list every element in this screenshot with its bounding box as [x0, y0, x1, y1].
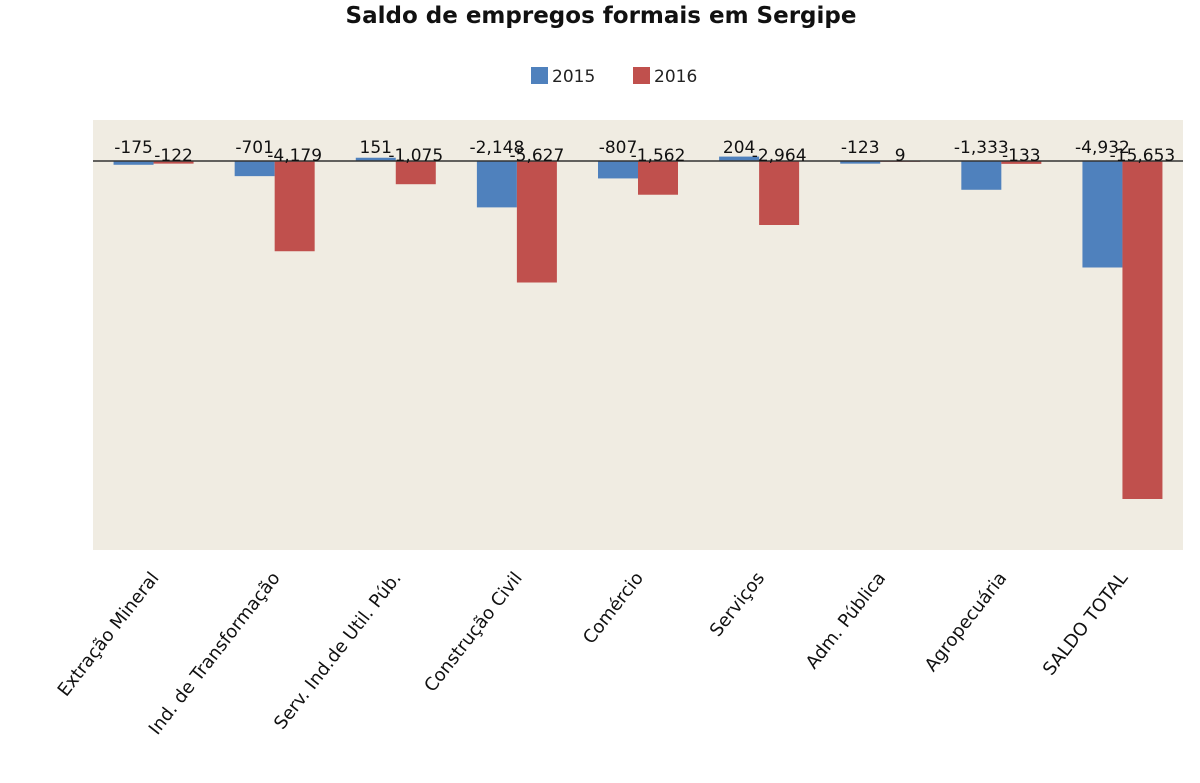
data-label-2015-6: 204: [723, 138, 755, 158]
legend-swatch-2016: [633, 67, 650, 84]
bar-2015-2: [234, 161, 275, 177]
bar-2015-1: [113, 161, 154, 165]
data-label-2015-3: 151: [360, 138, 392, 158]
bar-2016-4: [516, 161, 557, 283]
bar-2015-5: [598, 161, 638, 179]
bar-2015-4: [476, 161, 517, 208]
data-label-2016-1: -122: [154, 146, 193, 166]
bar-2016-8: [1001, 161, 1042, 164]
data-label-2016-3: -1,075: [388, 146, 443, 166]
category-label-6: Serviços: [706, 568, 769, 641]
legend-swatch-2015: [531, 67, 548, 84]
bars: [113, 156, 1163, 499]
legend: 2015 2016: [531, 67, 697, 87]
bar-2015-3: [355, 157, 396, 161]
category-label-3: Serv. Ind.de Util. Púb.: [270, 568, 406, 733]
bar-2016-5: [638, 161, 678, 195]
data-label-2015-8: -1,333: [954, 138, 1009, 158]
data-label-2016-4: -5,627: [509, 146, 564, 166]
category-label-4: Construção Civil: [420, 568, 527, 696]
bar-2016-6: [759, 161, 800, 226]
data-label-2016-5: -1,562: [631, 146, 686, 166]
legend-label-2015: 2015: [552, 67, 595, 87]
category-label-2: Ind. de Transformação: [145, 568, 285, 739]
category-label-7: Adm. Pública: [802, 568, 890, 673]
bar-2015-8: [961, 161, 1002, 190]
data-label-2016-7: 9: [895, 146, 906, 166]
bar-2016-1: [153, 161, 194, 164]
bar-2015-7: [840, 161, 881, 164]
data-labels: -175 -122 -701-4,179 151-1,075 -2,148-5,627 -…: [114, 138, 1175, 166]
data-label-2015-2: -701: [235, 138, 274, 158]
bar-2015-6: [719, 156, 760, 161]
category-label-5: Comércio: [579, 568, 648, 648]
category-label-8: Agropecuária: [921, 568, 1011, 676]
data-label-2016-8: -133: [1002, 146, 1041, 166]
bar-2016-3: [395, 161, 436, 185]
chart-title: Saldo de empregos formais em Sergipe: [346, 3, 857, 29]
data-label-2016-9: -15,653: [1110, 146, 1176, 166]
data-label-2015-9: -4,932: [1075, 138, 1130, 158]
category-label-1: Extração Mineral: [54, 568, 164, 700]
bar-2016-2: [274, 161, 315, 252]
bar-2016-9: [1122, 161, 1163, 499]
data-label-2016-6: -2,964: [752, 146, 807, 166]
data-label-2015-5: -807: [599, 138, 638, 158]
bar-2015-9: [1082, 161, 1123, 268]
category-label-9: SALDO TOTAL: [1039, 568, 1132, 679]
data-label-2015-4: -2,148: [469, 138, 524, 158]
data-label-2016-2: -4,179: [267, 146, 322, 166]
data-label-2015-1: -175: [114, 138, 153, 158]
data-label-2015-7: -123: [841, 138, 880, 158]
legend-label-2016: 2016: [654, 67, 697, 87]
